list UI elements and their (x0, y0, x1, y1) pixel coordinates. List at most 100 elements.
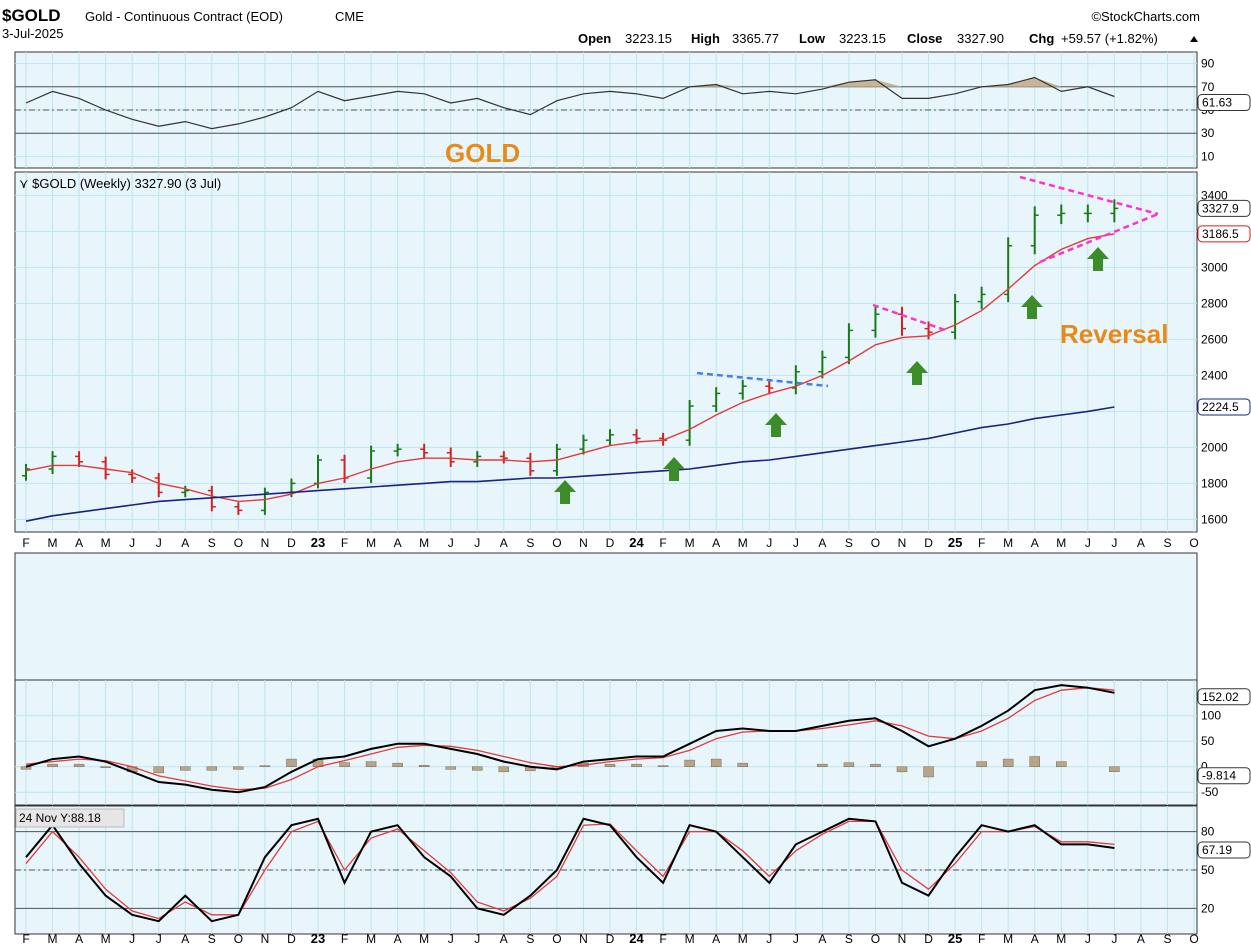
rsi-last-value: 61.63 (1202, 96, 1232, 110)
macd-histogram-bar (684, 759, 695, 767)
month-label: 24 (629, 535, 644, 550)
month-label: J (1085, 536, 1091, 550)
macd-histogram-bar (896, 766, 908, 773)
month-label: A (394, 932, 402, 945)
month-label: J (129, 932, 135, 945)
macd-histogram-bar (657, 765, 669, 767)
month-label: D (606, 536, 615, 550)
chg-label: Chg (1029, 31, 1054, 46)
macd-histogram-bar (206, 766, 218, 771)
stochastic-tick-label: 80 (1201, 825, 1215, 839)
price-chart-title: ⋎ $GOLD (Weekly) 3327.90 (3 Jul) (19, 176, 221, 191)
month-label: M (48, 536, 58, 550)
stochastic-last-value-box (1197, 841, 1251, 859)
month-label: M (1056, 932, 1066, 945)
month-label: F (659, 536, 666, 550)
high-value: 3365.77 (732, 31, 779, 46)
month-label: J (156, 536, 162, 550)
month-label: O (1189, 932, 1198, 945)
month-label: S (208, 536, 216, 550)
rsi-line (25, 76, 1115, 130)
stochastic-tick-label: 50 (1201, 863, 1215, 877)
open-label: Open (578, 31, 611, 46)
month-label: J (766, 932, 772, 945)
price-tick-label: 3400 (1201, 188, 1228, 202)
month-label: A (500, 536, 508, 550)
macd-histogram-bar (843, 762, 855, 767)
month-label: A (181, 536, 189, 550)
month-label: D (287, 536, 296, 550)
month-label: 23 (311, 535, 325, 550)
month-axis-bottom: F M A M J J A S O N D 23 F M A M J J A S O N D 24 F M A M J J A S O N D 25 F… (22, 931, 1198, 945)
macd-histogram-bar (286, 758, 297, 767)
ohlc-summary: Open 3223.15 High 3365.77 Low 3223.15 Cl… (578, 31, 1198, 46)
low-value: 3223.15 (839, 31, 886, 46)
month-label: O (234, 536, 243, 550)
month-label: A (1137, 536, 1145, 550)
month-label: A (712, 932, 720, 945)
month-label: D (924, 932, 933, 945)
sma-long-last: 2224.5 (1202, 400, 1239, 414)
month-label: M (48, 932, 58, 945)
month-label: J (474, 932, 480, 945)
macd-histogram-bar (20, 766, 32, 770)
month-label: N (261, 932, 270, 945)
month-label: M (1003, 536, 1013, 550)
macd-histogram-bar (1002, 758, 1014, 767)
stochastic-last-value: 67.19 (1202, 843, 1232, 857)
month-label: A (394, 536, 402, 550)
price-tick-label: 2000 (1201, 440, 1228, 454)
macd-histogram-bar (392, 762, 403, 767)
month-label: A (818, 932, 826, 945)
gold-label: GOLD (445, 138, 520, 168)
price-tick-label: 2800 (1201, 296, 1228, 310)
price-tick-label: 2600 (1201, 332, 1228, 346)
month-label: A (1031, 932, 1039, 945)
month-label: O (871, 932, 880, 945)
month-label: F (978, 536, 985, 550)
macd-hist-last-value-box (1197, 767, 1251, 785)
month-label: S (845, 536, 853, 550)
description: Gold - Continuous Contract (EOD) (85, 9, 283, 24)
month-label: M (101, 932, 111, 945)
price-background (14, 171, 1198, 533)
month-label: F (22, 536, 29, 550)
reversal-label: Reversal (1060, 319, 1168, 349)
month-label: S (526, 932, 534, 945)
macd-histogram-bar (445, 766, 456, 770)
month-label: O (552, 536, 561, 550)
macd-histogram-bar (1056, 761, 1067, 767)
month-label: S (526, 536, 534, 550)
open-value: 3223.15 (625, 31, 672, 46)
month-label: D (924, 536, 933, 550)
sma-long-line (25, 406, 1115, 522)
macd-histogram-bar (498, 766, 510, 773)
month-label: A (181, 932, 189, 945)
month-label: J (448, 536, 454, 550)
month-label: 23 (311, 931, 325, 945)
trend-line (1019, 175, 1159, 216)
month-label: J (448, 932, 454, 945)
up-arrow-icon (663, 457, 685, 481)
macd-histogram-bar (100, 766, 111, 769)
tooltip-text: 24 Nov Y:88.18 (19, 811, 101, 825)
month-label: O (1189, 536, 1198, 550)
macd-tick-label: 100 (1201, 709, 1221, 723)
price-last-close-box (1197, 199, 1251, 217)
rsi-panel: 103050709061.63 (14, 51, 1251, 169)
month-label: F (22, 932, 29, 945)
close-label: Close (907, 31, 942, 46)
month-axis-top: F M A M J J A S O N D 23 F M A M J J A S O N D 24 F M A M J J A S O N D 25 F… (22, 535, 1198, 550)
rsi-tick-label: 70 (1201, 80, 1215, 94)
brand-logo: ©StockCharts.com (1091, 9, 1200, 24)
macd-histogram-bar (870, 763, 881, 767)
chart-date: 3-Jul-2025 (2, 26, 63, 41)
macd-histogram-bar (472, 766, 483, 771)
price-tick-label: 2400 (1201, 368, 1228, 382)
month-label: J (474, 536, 480, 550)
price-tick-label: 3000 (1201, 260, 1228, 274)
month-label: N (261, 536, 270, 550)
price-tick-label: 1800 (1201, 476, 1228, 490)
month-label: J (1085, 932, 1091, 945)
